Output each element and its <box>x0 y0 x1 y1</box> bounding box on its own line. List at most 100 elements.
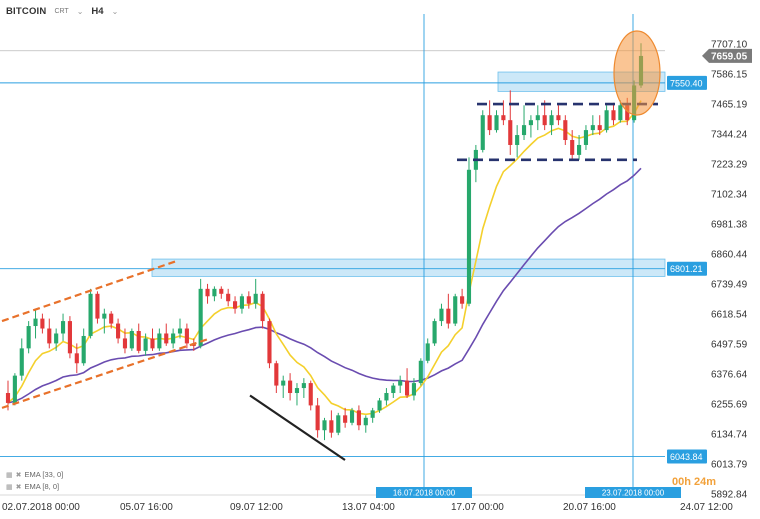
candle-body <box>577 144 582 155</box>
level-badge-bg <box>667 261 707 276</box>
down-trendline <box>249 394 346 461</box>
candle-body <box>453 296 458 324</box>
candle-body <box>88 293 93 336</box>
candle-body <box>67 321 72 354</box>
x-tick-label: 02.07.2018 00:00 <box>2 502 80 513</box>
candle-body <box>74 353 79 364</box>
symbol-label[interactable]: BITCOIN <box>6 6 47 17</box>
level-badge: 6043.84 <box>670 452 703 462</box>
x-tick-label: 09.07 12:00 <box>230 502 283 513</box>
candle-body <box>356 410 361 426</box>
candle-body <box>411 383 417 396</box>
candle-body <box>425 343 430 361</box>
y-tick-label: 6255.69 <box>711 400 748 411</box>
candle-body <box>322 420 327 431</box>
candle-body <box>177 328 183 334</box>
x-tick-label: 17.07 00:00 <box>451 502 504 513</box>
candle-body <box>12 375 17 403</box>
chevron-down-icon[interactable]: ⌄ <box>111 7 119 16</box>
x-tick-label: 05.07 16:00 <box>120 502 173 513</box>
candle-body <box>95 293 100 319</box>
candle-body <box>508 120 513 145</box>
close-icon[interactable]: ✖ <box>15 483 22 491</box>
candle-body <box>549 115 554 126</box>
candle-body <box>157 333 162 349</box>
y-tick-label: 6013.79 <box>711 460 748 471</box>
candle-body <box>171 333 176 344</box>
candle-body <box>329 420 334 433</box>
candle-body <box>570 140 575 155</box>
candle-body <box>384 393 389 401</box>
candle-body <box>563 120 568 141</box>
y-tick-label: 7102.34 <box>711 190 748 201</box>
candle-body <box>487 115 492 131</box>
indicator-settings-icon[interactable]: ▦ <box>6 483 13 491</box>
y-tick-label: 6860.44 <box>711 250 748 261</box>
candle-body <box>150 338 155 349</box>
candle-body <box>109 313 114 324</box>
candle-body <box>143 338 148 351</box>
indicator-label: EMA [33, 0] <box>24 470 64 479</box>
candle-body <box>19 348 24 376</box>
candle-body <box>267 321 272 364</box>
candle-body <box>281 380 286 386</box>
current-price-badge: 7659.05 <box>711 51 748 62</box>
candle-countdown: 00h 24m <box>672 476 717 488</box>
candle-body <box>60 321 66 334</box>
indicator-settings-icon[interactable]: ▦ <box>6 471 13 479</box>
x-tick-label: 20.07 16:00 <box>563 502 616 513</box>
candle-body <box>253 293 258 304</box>
candle-body <box>164 333 169 344</box>
candle-body <box>370 410 375 418</box>
candle-body <box>398 380 403 386</box>
y-tick-label: 7223.29 <box>711 160 748 171</box>
candle-body <box>212 288 217 297</box>
candle-body <box>122 338 128 349</box>
timeframe-label[interactable]: H4 <box>91 6 104 17</box>
candle-body <box>198 288 203 346</box>
channel-lower-trendline <box>1 337 211 409</box>
chevron-down-icon[interactable]: ⌄ <box>76 7 84 16</box>
candle-body <box>494 115 499 131</box>
marker-badge: 16.07.2018 00:00 <box>393 489 456 498</box>
candle-body <box>226 293 231 302</box>
source-label: CRT <box>54 8 69 15</box>
candle-body <box>583 130 589 145</box>
y-tick-label: 7344.24 <box>711 130 748 141</box>
candle-body <box>446 308 451 324</box>
candle-body <box>116 323 121 339</box>
candle-body <box>33 318 38 327</box>
candle-body <box>129 331 134 349</box>
current-price-badge-bg <box>702 48 752 63</box>
candle-body <box>315 405 320 431</box>
candle-body <box>81 335 86 364</box>
x-tick-label: 13.07 04:00 <box>342 502 395 513</box>
candle-body <box>432 321 437 344</box>
candle-body <box>460 296 465 304</box>
marker-badge-bg <box>585 487 681 498</box>
candle-body <box>102 313 107 319</box>
candle-body <box>349 410 355 423</box>
support-zone <box>151 258 666 277</box>
candle-body <box>521 125 527 136</box>
indicator-ema-33: ▦ ✖ EMA [33, 0] <box>6 470 63 479</box>
candle-body <box>219 288 224 294</box>
candle-body <box>391 385 396 394</box>
candle-body <box>239 296 244 309</box>
marker-badge-bg <box>376 487 472 498</box>
x-tick-label: 24.07 12:00 <box>680 502 733 513</box>
candle-body <box>611 110 616 121</box>
ema-33-line <box>7 167 642 404</box>
candle-body <box>336 415 341 433</box>
close-icon[interactable]: ✖ <box>15 471 22 479</box>
candle-body <box>535 115 540 121</box>
candle-body <box>501 115 506 121</box>
candle-body <box>288 380 293 394</box>
indicator-label: EMA [8, 0] <box>24 482 60 491</box>
y-tick-label: 6497.59 <box>711 340 748 351</box>
candle-body <box>418 360 423 384</box>
candle-body <box>54 333 59 344</box>
candle-body <box>466 169 472 304</box>
y-tick-label: 6981.38 <box>711 220 748 231</box>
